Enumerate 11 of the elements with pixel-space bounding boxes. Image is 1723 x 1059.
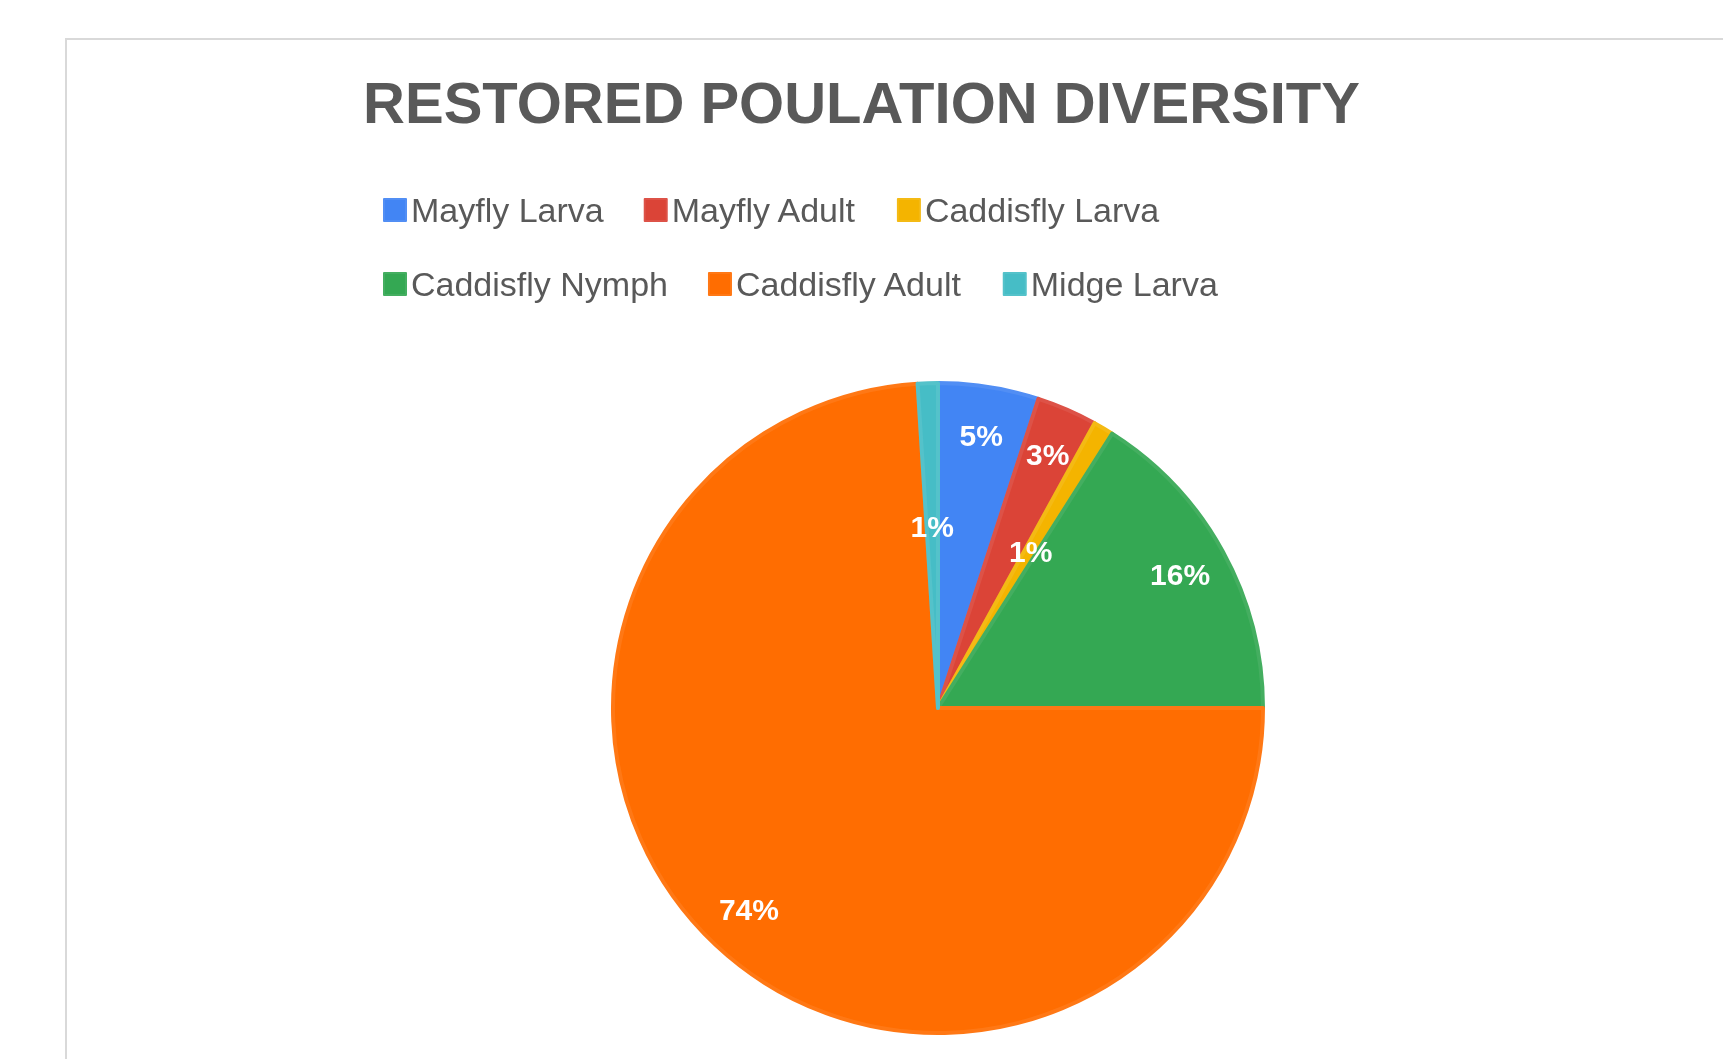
legend-label: Caddisfly Adult (735, 265, 962, 303)
data-label: 16% (1150, 558, 1211, 592)
legend-label: Mayfly Adult (671, 191, 856, 229)
data-label: 5% (959, 418, 1003, 452)
data-label: 74% (718, 892, 779, 926)
legend-label: Caddisfly Nymph (411, 265, 668, 303)
legend-label: Mayfly Larva (411, 191, 604, 229)
data-label: 3% (1026, 437, 1070, 471)
chart-title: RESTORED POULATION DIVERSITY (363, 69, 1360, 135)
legend-label: Caddisfly Larva (924, 191, 1160, 229)
legend-label: Midge Larva (1030, 265, 1218, 303)
